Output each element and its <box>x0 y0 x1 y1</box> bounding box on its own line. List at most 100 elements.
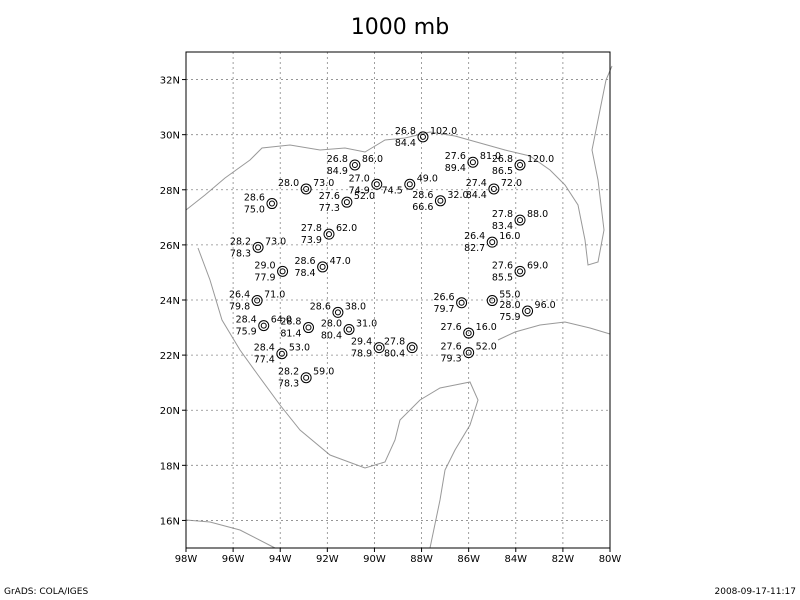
station-marker-inner <box>437 197 444 204</box>
temperature: 27.6 <box>441 322 462 333</box>
humidity: 74.5 <box>382 185 403 196</box>
station: 27.689.4 81.0 <box>445 151 501 174</box>
station-marker <box>349 159 361 171</box>
station-marker-inner <box>490 185 497 192</box>
temperature: 27.6 <box>445 151 466 162</box>
station: 55.0 <box>486 290 520 307</box>
station-marker-inner <box>303 185 310 192</box>
station-marker <box>332 306 344 318</box>
temperature: 28.6 <box>310 301 331 312</box>
station-marker-inner <box>279 268 286 275</box>
temperature: 27.8 <box>301 223 322 234</box>
lon-tick-label: 90W <box>363 554 386 565</box>
station-marker <box>467 156 479 168</box>
height: 96.0 <box>535 300 556 311</box>
station-marker <box>434 195 446 207</box>
temperature: 27.0 <box>349 173 370 184</box>
humidity: 84.9 <box>327 166 348 177</box>
humidity: 78.9 <box>351 349 372 360</box>
station-marker <box>323 228 335 240</box>
map-frame <box>185 51 611 549</box>
station-marker-inner <box>254 297 261 304</box>
lat-tick-label: 22N <box>160 351 180 362</box>
humidity: 79.3 <box>441 354 462 365</box>
station-marker <box>276 348 288 360</box>
temperature: 26.4 <box>229 290 250 301</box>
lon-tick-label: 96W <box>222 554 245 565</box>
height: 88.0 <box>527 209 548 220</box>
humidity: 74.9 <box>349 185 370 196</box>
station-marker-inner <box>319 263 326 270</box>
station: 27.074.9 <box>349 173 383 196</box>
humidity: 85.5 <box>492 272 513 283</box>
station-marker <box>522 305 534 317</box>
temperature: 29.0 <box>254 260 275 271</box>
height: 86.0 <box>362 154 383 165</box>
humidity: 66.6 <box>412 202 433 213</box>
station-marker-inner <box>465 349 472 356</box>
station-marker-inner <box>489 239 496 246</box>
station-marker <box>251 295 263 307</box>
station: 26.886.5 120.0 <box>492 154 554 177</box>
temperature: 28.0 <box>278 178 299 189</box>
height: 72.0 <box>501 178 522 189</box>
footer-right: 2008-09-17-11:17 <box>715 587 797 597</box>
humidity: 84.4 <box>395 138 416 149</box>
station-marker <box>341 196 353 208</box>
station-marker-inner <box>268 200 275 207</box>
station-marker-inner <box>351 161 358 168</box>
station-marker <box>514 214 526 226</box>
temperature: 27.4 <box>466 178 487 189</box>
station: 28.278.3 59.0 <box>278 367 334 390</box>
station: 26.482.7 16.0 <box>464 231 520 254</box>
station-marker <box>514 265 526 277</box>
lon-tick-label: 98W <box>175 554 198 565</box>
lat-tick-label: 18N <box>160 461 180 472</box>
station-marker-inner <box>346 326 353 333</box>
height: 71.0 <box>264 290 285 301</box>
humidity: 82.7 <box>464 243 485 254</box>
humidity: 77.3 <box>319 203 340 214</box>
station-marker-inner <box>489 297 496 304</box>
station-marker <box>463 347 475 359</box>
station-marker <box>300 183 312 195</box>
height: 16.0 <box>499 231 520 242</box>
humidity: 86.5 <box>492 166 513 177</box>
lat-tick-label: 30N <box>160 131 180 142</box>
temperature: 26.6 <box>433 292 454 303</box>
station: 28.075.9 96.0 <box>499 300 555 323</box>
station-marker-inner <box>373 181 380 188</box>
temperature: 26.4 <box>464 231 485 242</box>
station: 27.679.3 52.0 <box>441 342 497 365</box>
lat-tick-label: 16N <box>160 516 180 527</box>
humidity: 80.4 <box>384 349 405 360</box>
station-marker-inner <box>376 344 383 351</box>
station: 27.677.3 52.0 <box>319 191 375 214</box>
height: 102.0 <box>430 126 457 137</box>
temperature: 27.6 <box>319 191 340 202</box>
station-marker <box>300 372 312 384</box>
station-marker-inner <box>260 322 267 329</box>
height: 62.0 <box>336 223 357 234</box>
station: 28.0 73.0 <box>278 178 334 195</box>
humidity: 78.3 <box>230 248 251 259</box>
station-marker-inner <box>517 161 524 168</box>
station-marker-inner <box>524 308 531 315</box>
temperature: 27.8 <box>384 337 405 348</box>
station-marker-inner <box>278 350 285 357</box>
temperature: 28.0 <box>321 318 342 329</box>
station: 26.884.9 86.0 <box>327 154 383 177</box>
lon-tick-label: 84W <box>504 554 527 565</box>
temperature: 28.2 <box>278 367 299 378</box>
station: 28.475.9 64.0 <box>236 315 292 338</box>
lat-tick-label: 26N <box>160 241 180 252</box>
station: 29.077.9 <box>254 260 289 283</box>
station-marker <box>373 342 385 354</box>
station-marker-inner <box>255 244 262 251</box>
station-marker-inner <box>469 159 476 166</box>
station-marker <box>514 159 526 171</box>
height: 47.0 <box>330 256 351 267</box>
station-marker <box>404 178 416 190</box>
station: 28.678.4 47.0 <box>294 256 350 279</box>
